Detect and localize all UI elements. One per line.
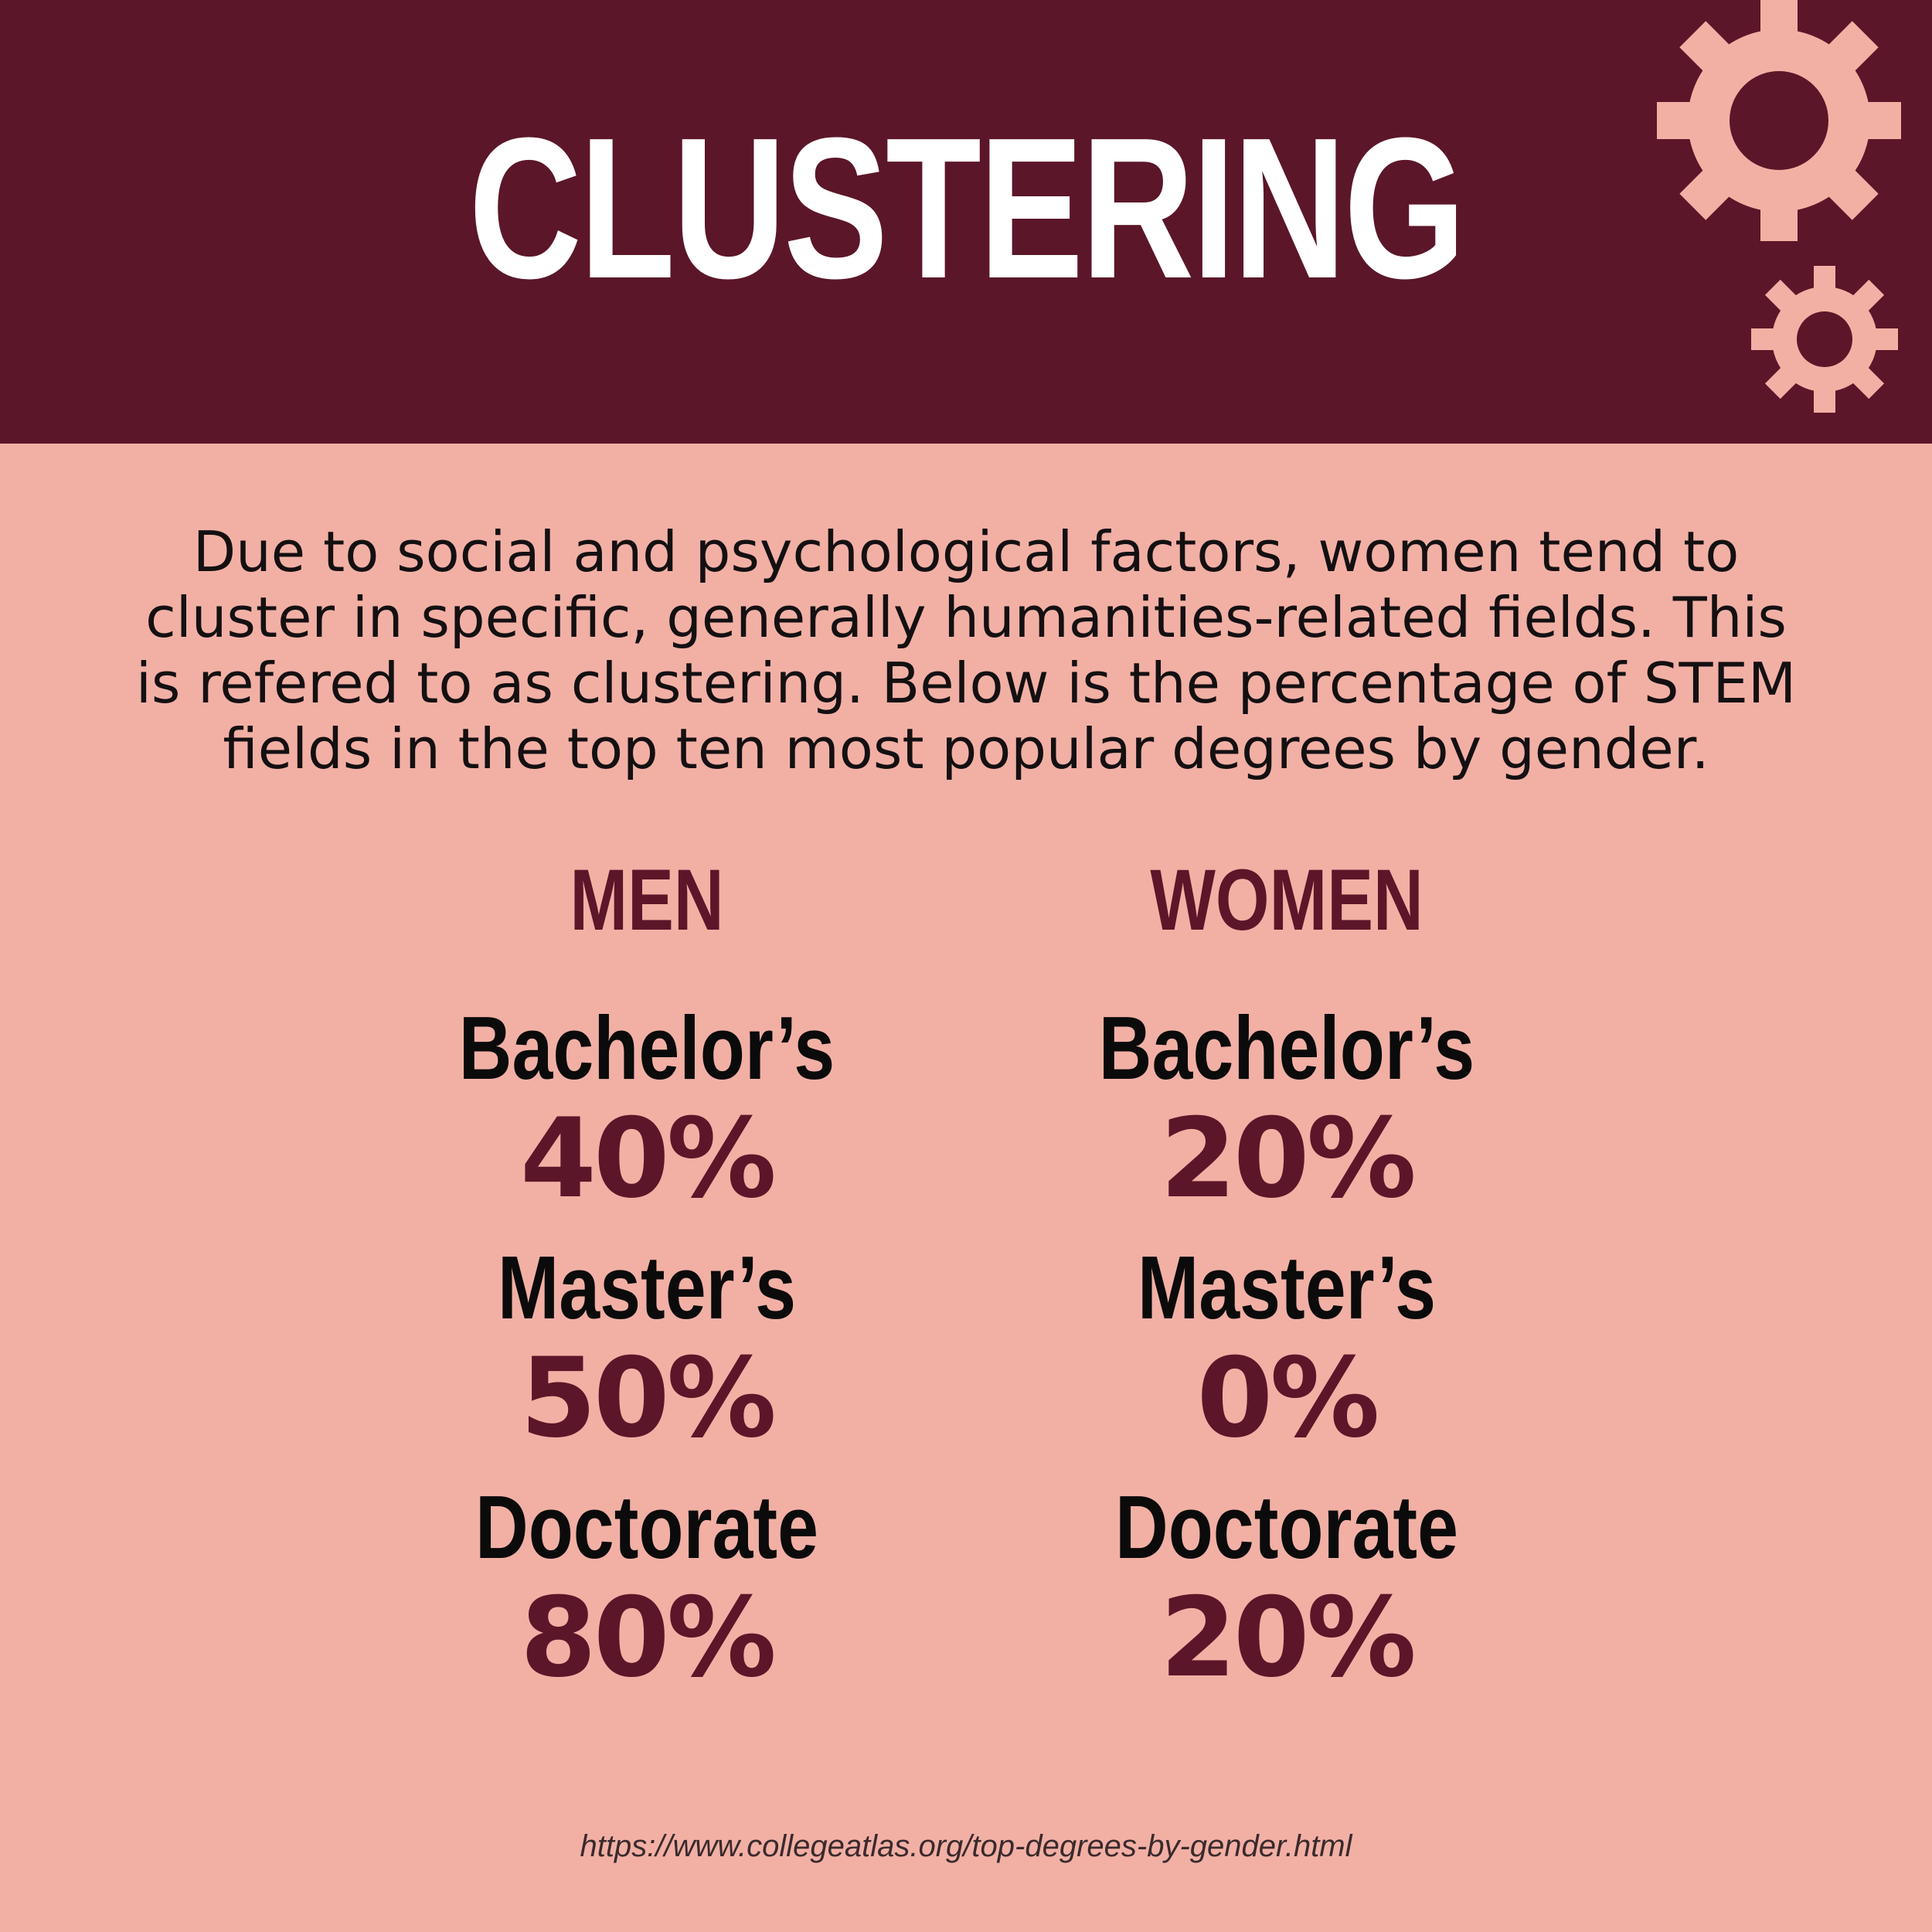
men-heading: MEN	[570, 852, 724, 948]
intro-paragraph: Due to social and psychological factors,…	[135, 519, 1797, 781]
men-bachelors-stat: Bachelor’s 40%	[338, 994, 956, 1216]
percent-value: 20%	[1160, 1574, 1417, 1702]
women-heading: WOMEN	[1150, 852, 1423, 948]
degree-label: Bachelor’s	[1098, 998, 1475, 1098]
degree-label: Doctorate	[1115, 1477, 1458, 1577]
percent-value: 20%	[1160, 1095, 1417, 1223]
men-masters-stat: Master’s 50%	[338, 1233, 956, 1456]
men-column: MEN Bachelor’s 40% Master’s 50% Doctorat…	[338, 850, 956, 1696]
gear-icon	[1751, 266, 1898, 413]
men-doctorate-stat: Doctorate 80%	[338, 1473, 956, 1696]
degree-label: Master’s	[498, 1237, 796, 1338]
percent-value: 40%	[520, 1095, 777, 1223]
gear-icon	[1657, 0, 1901, 241]
source-link[interactable]: https://www.collegeatlas.org/top-degrees…	[580, 1829, 1352, 1863]
percent-value: 50%	[520, 1335, 777, 1462]
page-title: CLUSTERING	[468, 97, 1466, 321]
degree-label: Bachelor’s	[458, 998, 835, 1098]
percent-value: 0%	[1196, 1335, 1379, 1462]
degree-label: Doctorate	[475, 1477, 818, 1577]
percent-value: 80%	[520, 1574, 777, 1702]
women-masters-stat: Master’s 0%	[978, 1233, 1596, 1456]
header-banner: CLUSTERING	[0, 0, 1932, 444]
degree-label: Master’s	[1138, 1237, 1436, 1338]
women-doctorate-stat: Doctorate 20%	[978, 1473, 1596, 1696]
women-column: WOMEN Bachelor’s 20% Master’s 0% Doctora…	[978, 850, 1596, 1696]
women-bachelors-stat: Bachelor’s 20%	[978, 994, 1596, 1216]
